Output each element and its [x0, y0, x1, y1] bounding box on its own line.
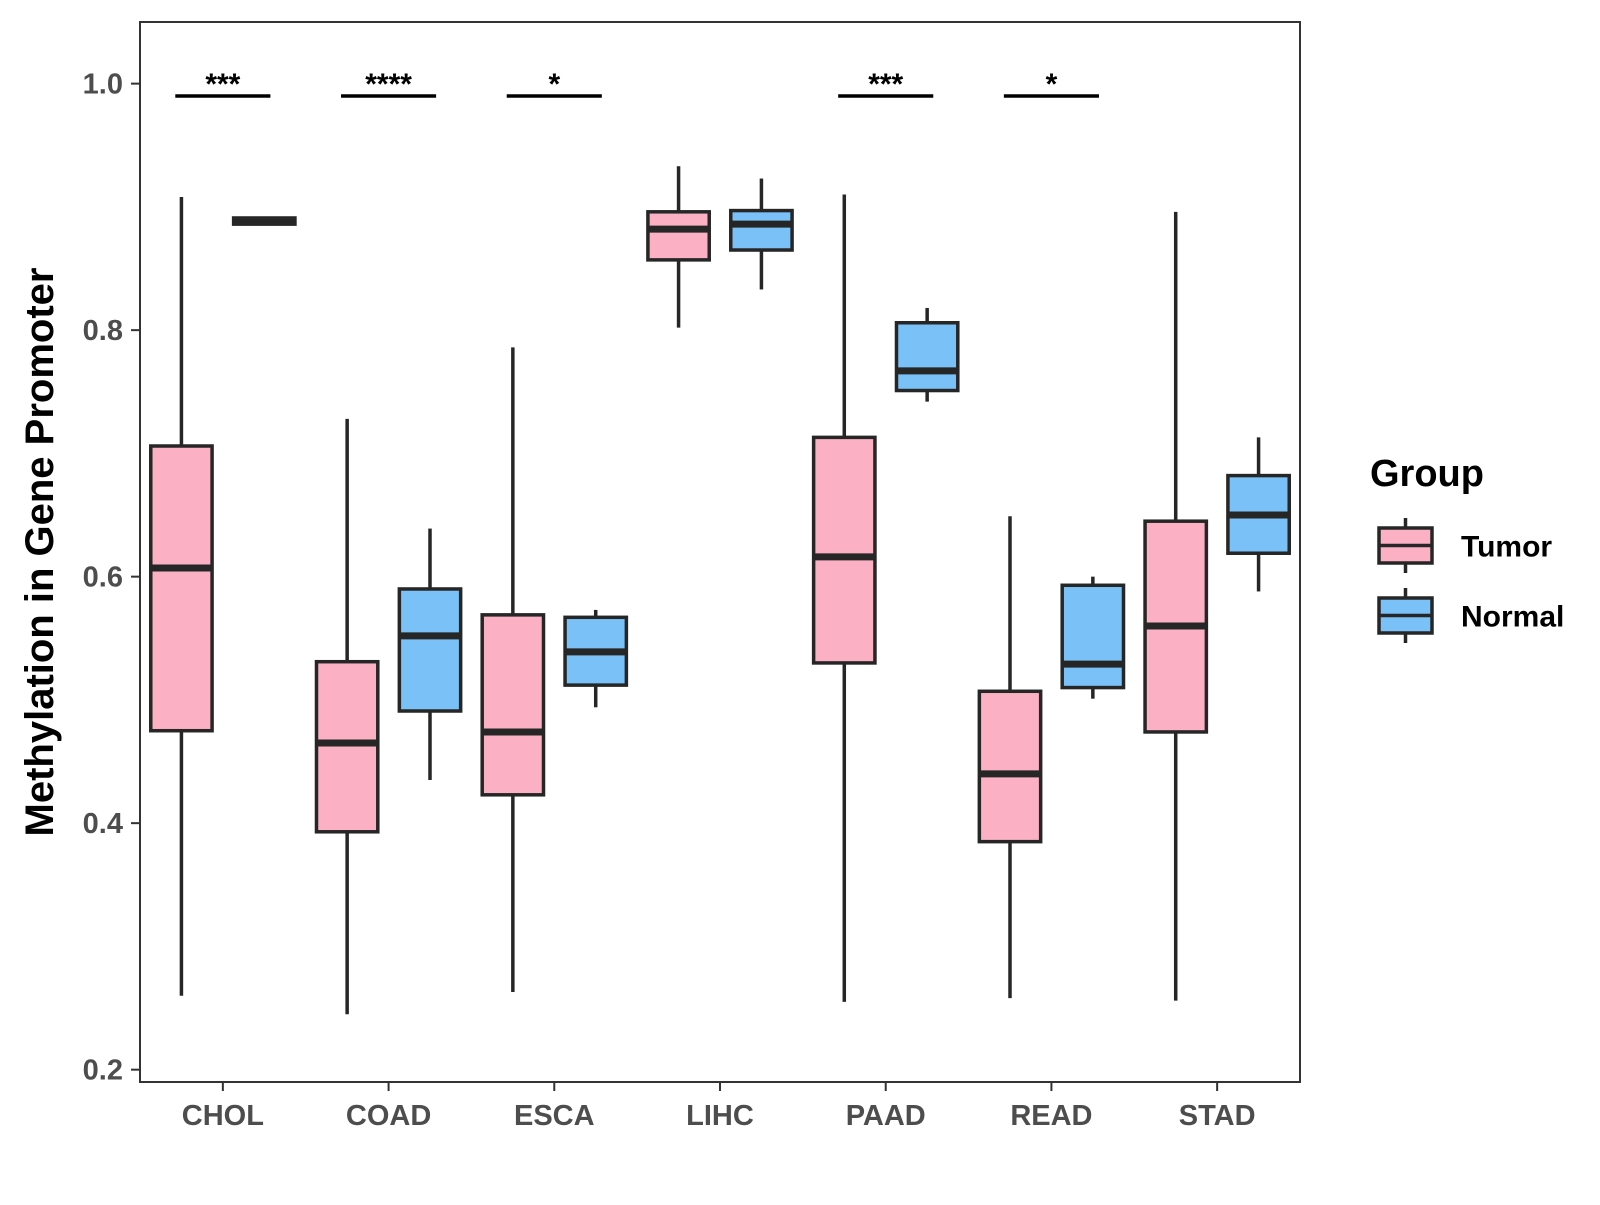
box-normal-read: [1060, 576, 1126, 699]
y-tick-label: 0.6: [83, 562, 123, 594]
box-normal-paad: [894, 307, 960, 402]
box-body: [646, 210, 711, 262]
significance-label: ***: [868, 68, 903, 101]
y-axis: 0.2 0.4 0.6 0.8 1.0: [83, 69, 140, 1087]
legend-item-normal: Normal: [1377, 588, 1564, 643]
box-normal-lihc: [729, 178, 794, 290]
box-normal-coad: [397, 528, 463, 781]
box-body: [894, 320, 960, 393]
box-body: [977, 689, 1043, 844]
y-tick-label: 1.0: [83, 69, 123, 101]
box-series: [149, 166, 1291, 1015]
box-body: [397, 587, 463, 713]
significance-label: ***: [205, 68, 240, 101]
legend-label: Normal: [1461, 601, 1564, 634]
x-tick-label: CHOL: [182, 1100, 264, 1132]
significance-label: ****: [365, 68, 412, 101]
significance-label: *: [1046, 68, 1058, 101]
box-tumor-coad: [314, 418, 380, 1015]
box-tumor-esca: [480, 347, 546, 993]
box-body: [314, 659, 380, 834]
box-tumor-stad: [1143, 211, 1209, 1001]
legend-item-tumor: Tumor: [1377, 518, 1552, 573]
box-body: [149, 444, 214, 733]
box-body: [729, 208, 794, 252]
box-body: [480, 613, 546, 797]
y-tick-label: 0.8: [83, 315, 123, 347]
y-axis-title: Methylation in Gene Promoter: [18, 268, 62, 837]
x-tick-label: READ: [1010, 1100, 1092, 1132]
box-normal-chol: [231, 216, 297, 226]
x-tick-label: COAD: [346, 1100, 431, 1132]
x-tick-label: PAAD: [846, 1100, 926, 1132]
box-tumor-read: [977, 516, 1043, 999]
legend: Group Tumor Normal: [1370, 453, 1564, 643]
significance-annotations: *** **** * *** *: [175, 68, 1099, 101]
box-tumor-paad: [811, 194, 877, 1002]
legend-title: Group: [1370, 453, 1484, 495]
x-tick-label: ESCA: [514, 1100, 595, 1132]
x-axis: CHOL COAD ESCA LIHC PAAD READ STAD: [182, 1082, 1256, 1132]
box-body: [1060, 583, 1126, 690]
y-tick-label: 0.4: [83, 808, 123, 840]
box-normal-stad: [1226, 437, 1291, 592]
x-tick-label: LIHC: [686, 1100, 754, 1132]
x-tick-label: STAD: [1179, 1100, 1256, 1132]
box-body: [811, 435, 877, 665]
significance-label: *: [548, 68, 560, 101]
box-tumor-lihc: [646, 166, 711, 328]
box-normal-esca: [563, 609, 629, 708]
y-tick-label: 0.2: [83, 1055, 123, 1087]
legend-label: Tumor: [1461, 531, 1552, 564]
plot-panel: [139, 21, 1301, 1083]
box-tumor-chol: [149, 197, 214, 996]
